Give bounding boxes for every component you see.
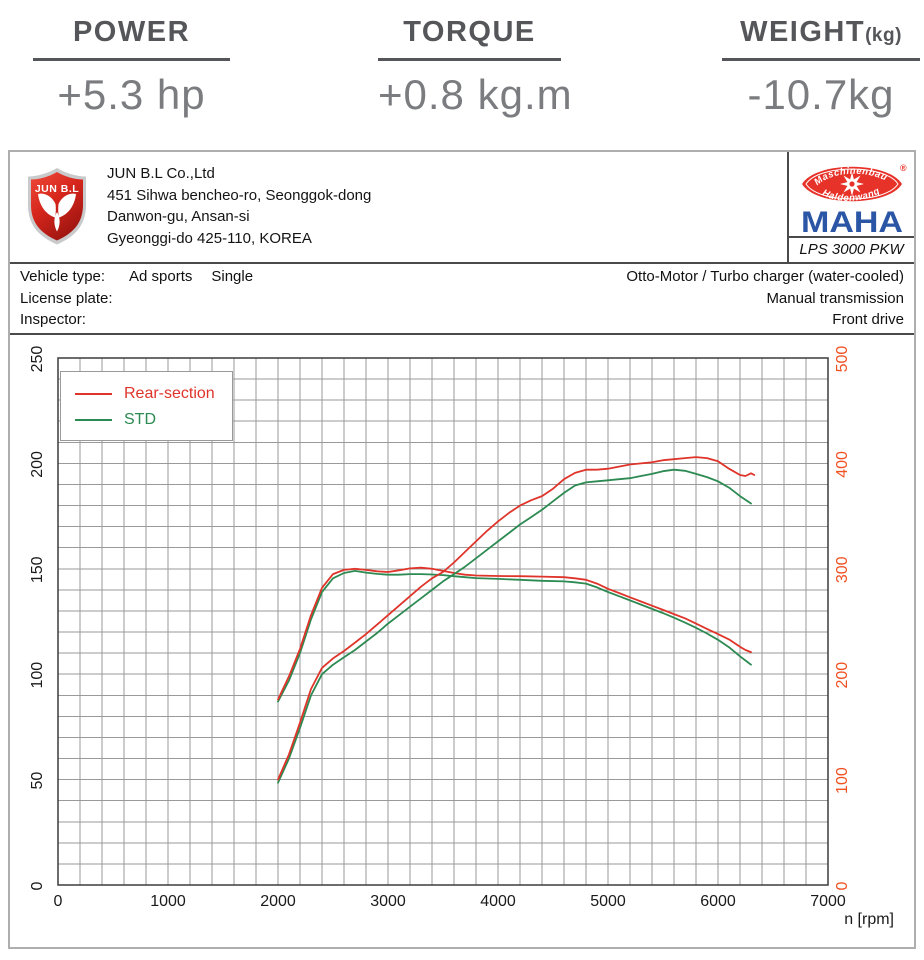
stat-weight: WEIGHT(kg) -10.7kg (722, 16, 920, 119)
maha-device-cell: Maschinenbau Haldenwang ® MAHA LPS 3000 … (787, 152, 914, 262)
x-tick-label: 3000 (370, 893, 406, 910)
company-address-line: Gyeonggi-do 425-110, KOREA (107, 229, 312, 247)
report-frame: JUN B.L JUN B.L Co.,Ltd 451 Sihwa benche… (8, 150, 916, 949)
registered-mark-icon: ® (900, 163, 907, 173)
maha-brand-text: MAHA (801, 206, 903, 236)
tulip-right-petal-icon (58, 193, 76, 218)
y-left-tick-label: 100 (29, 662, 46, 689)
vehicle-type-value-2: Single (211, 268, 254, 285)
y-right-tick-label: 400 (834, 451, 851, 478)
stat-power-label: POWER (33, 16, 230, 61)
legend-label-rear-section: Rear-section (124, 385, 215, 402)
y-right-tick-label: 500 (834, 346, 851, 373)
stat-power-value: +5.3 hp (57, 71, 206, 118)
tulip-center-petal-icon (54, 212, 60, 232)
y-left-tick-label: 150 (29, 556, 46, 583)
y-left-tick-label: 0 (29, 881, 46, 890)
device-model-label: LPS 3000 PKW (789, 236, 914, 258)
series-rear-torque (277, 566, 752, 701)
vehicle-info-left: Vehicle type: Ad sports Single License p… (20, 266, 253, 331)
legend-line-std-icon (75, 419, 112, 421)
engine-type-value: Otto-Motor / Turbo charger (water-cooled… (626, 268, 904, 285)
stat-torque-value: +0.8 kg.m (378, 71, 573, 118)
x-tick-label: 5000 (590, 893, 626, 910)
company-address-line: 451 Sihwa bencheo-ro, Seonggok-dong (107, 186, 372, 204)
company-address-block: JUN B.L Co.,Ltd 451 Sihwa bencheo-ro, Se… (107, 163, 371, 249)
stat-weight-unit: (kg) (865, 25, 902, 46)
vehicle-info-band: Vehicle type: Ad sports Single License p… (10, 264, 914, 335)
y-left-tick-label: 200 (29, 451, 46, 478)
info-row-vehicle-type: Vehicle type: Ad sports Single (20, 266, 253, 288)
legend-label-std: STD (124, 411, 156, 428)
y-left-tick-label: 50 (29, 772, 46, 790)
stat-torque: TORQUE +0.8 kg.m (378, 16, 573, 119)
x-tick-label: 0 (54, 893, 63, 910)
x-tick-label: 6000 (700, 893, 736, 910)
plot-border (57, 357, 829, 886)
company-address-line: Danwon-gu, Ansan-si (107, 208, 250, 225)
y-right-tick-label: 100 (834, 767, 851, 794)
stat-weight-label: WEIGHT(kg) (722, 16, 920, 61)
y-right-tick-label: 0 (834, 881, 851, 890)
series-rear-power (277, 456, 756, 781)
vehicle-type-value: Ad sports (129, 268, 193, 285)
tulip-left-petal-icon (38, 193, 56, 218)
x-tick-label: 4000 (480, 893, 516, 910)
gear-star-center (848, 181, 855, 187)
chart-legend: Rear-section STD (60, 371, 233, 441)
vehicle-type-label: Vehicle type: (20, 268, 106, 285)
junbl-logo-text: JUN B.L (35, 183, 79, 195)
y-right-tick-label: 300 (834, 556, 851, 583)
legend-line-rear-section-icon (75, 393, 112, 395)
info-row-inspector: Inspector: (20, 309, 253, 331)
info-row-license-plate: License plate: (20, 288, 253, 310)
x-tick-label: 7000 (810, 893, 846, 910)
y-left-tick-label: 250 (29, 346, 46, 373)
x-axis-unit-label: n [rpm] (844, 911, 894, 928)
legend-item-rear-section: Rear-section (75, 384, 232, 404)
inspector-label: Inspector: (20, 311, 86, 328)
license-plate-label: License plate: (20, 289, 113, 307)
series-std-torque (277, 570, 752, 703)
y-right-tick-label: 200 (834, 662, 851, 689)
stat-torque-label: TORQUE (378, 16, 561, 61)
dyno-chart-area: 0 1000 2000 3000 4000 5000 6000 7000 0 50 100 150 20… (10, 335, 914, 947)
x-tick-label: 2000 (260, 893, 296, 910)
series-std-power (277, 468, 752, 784)
transmission-value: Manual transmission (766, 289, 904, 307)
vehicle-info-right: Otto-Motor / Turbo charger (water-cooled… (626, 266, 904, 331)
drive-type-value: Front drive (832, 311, 904, 328)
junbl-shield-logo: JUN B.L (28, 168, 86, 245)
report-header-band: JUN B.L JUN B.L Co.,Ltd 451 Sihwa benche… (10, 152, 914, 264)
legend-item-std: STD (75, 410, 232, 430)
maha-lens-outline (804, 168, 899, 200)
maha-logo: Maschinenbau Haldenwang ® MAHA (789, 152, 914, 236)
company-name: JUN B.L Co.,Ltd (107, 165, 215, 182)
stat-power: POWER +5.3 hp (33, 16, 230, 119)
stat-weight-value: -10.7kg (747, 71, 895, 118)
maha-logo-icon: Maschinenbau Haldenwang ® MAHA (800, 163, 907, 236)
stat-weight-word: WEIGHT (740, 16, 866, 48)
shield-body (31, 172, 83, 241)
x-tick-label: 1000 (150, 893, 186, 910)
